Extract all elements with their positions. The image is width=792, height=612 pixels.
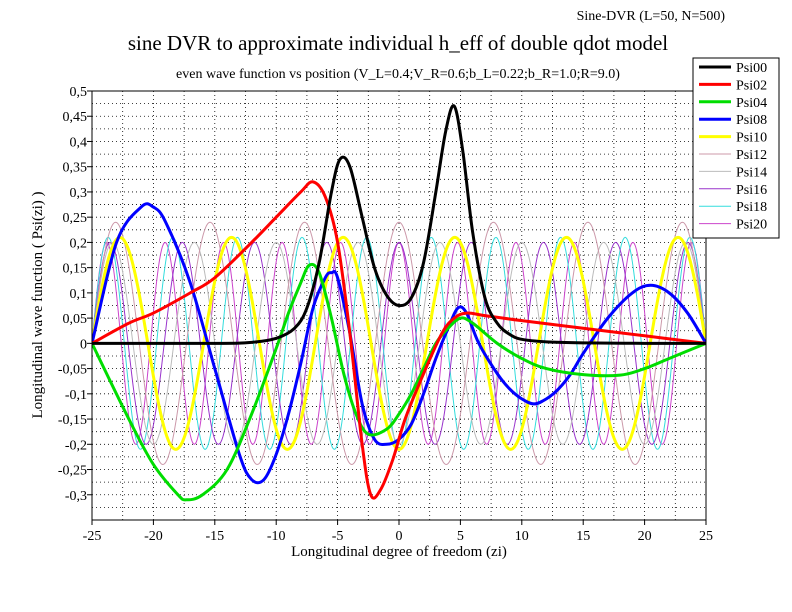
y-tick-label: -0,3 [65, 489, 87, 504]
y-tick-label: 0,15 [63, 262, 88, 277]
x-tick-label: -5 [332, 529, 344, 544]
x-tick-label: -10 [267, 529, 286, 544]
x-tick-label: -15 [205, 529, 224, 544]
series-line-psi02 [92, 180, 706, 500]
legend-box [692, 57, 780, 239]
series-layer [92, 104, 706, 502]
y-tick-label: 0,05 [63, 312, 88, 327]
y-tick-label: -0,2 [65, 438, 87, 453]
y-tick-label: 0,45 [63, 110, 88, 125]
x-tick-label: 0 [396, 529, 403, 544]
legend-label-psi14: Psi14 [736, 165, 767, 180]
legend-label-psi10: Psi10 [736, 131, 767, 146]
y-tick-label: 0,4 [70, 135, 88, 150]
y-tick-label: -0,1 [65, 388, 87, 403]
legend-label-psi12: Psi12 [736, 148, 767, 163]
legend: Psi00 Psi02 Psi04 Psi08 Psi10 Psi12 Psi14 Psi16… [692, 57, 780, 239]
legend-label-psi18: Psi18 [736, 200, 767, 215]
x-tick-label: -25 [83, 529, 102, 544]
x-tick-label: 10 [515, 529, 529, 544]
series-line-psi08 [92, 202, 706, 485]
y-tick-label: 0,35 [63, 161, 88, 176]
y-tick-label: -0,05 [58, 363, 87, 378]
legend-label-psi08: Psi08 [736, 113, 767, 128]
y-tick-label: 0,25 [63, 211, 88, 226]
top-right-caption: Sine-DVR (L=50, N=500) [577, 9, 726, 24]
x-tick-label: 15 [576, 529, 590, 544]
legend-label-psi20: Psi20 [736, 218, 767, 233]
series-line-psi00 [92, 104, 706, 345]
chart-subtitle: even wave function vs position (V_L=0.4;… [176, 67, 620, 82]
legend-label-psi00: Psi00 [736, 61, 767, 76]
legend-label-psi02: Psi02 [736, 78, 767, 93]
y-axis-label: Longitudinal wave function ( Psi(zi) ) [30, 191, 46, 418]
x-tick-label: 20 [638, 529, 652, 544]
y-tick-label: 0,2 [70, 236, 88, 251]
chart-title: sine DVR to approximate individual h_eff… [128, 31, 668, 55]
legend-label-psi04: Psi04 [736, 96, 767, 111]
y-tick-label: 0,3 [70, 186, 88, 201]
y-tick-label: -0,15 [58, 413, 87, 428]
y-tick-label: 0 [80, 337, 87, 352]
x-axis-label: Longitudinal degree of freedom (zi) [291, 544, 507, 560]
series-line-psi12 [92, 221, 706, 465]
y-tick-label: -0,25 [58, 464, 87, 479]
tick-layer: -25 -20 -15 -10 -5 0 5 10 15 20 25 0,5 0,45 0,4 0,35 0,… [58, 85, 713, 544]
x-tick-label: -20 [144, 529, 163, 544]
y-tick-label: 0,1 [70, 287, 88, 302]
series-line-psi04 [92, 262, 706, 502]
x-tick-label: 5 [457, 529, 464, 544]
legend-label-psi16: Psi16 [736, 183, 767, 198]
y-tick-label: 0,5 [70, 85, 88, 100]
series-line-psi10 [92, 235, 706, 451]
x-tick-label: 25 [699, 529, 713, 544]
